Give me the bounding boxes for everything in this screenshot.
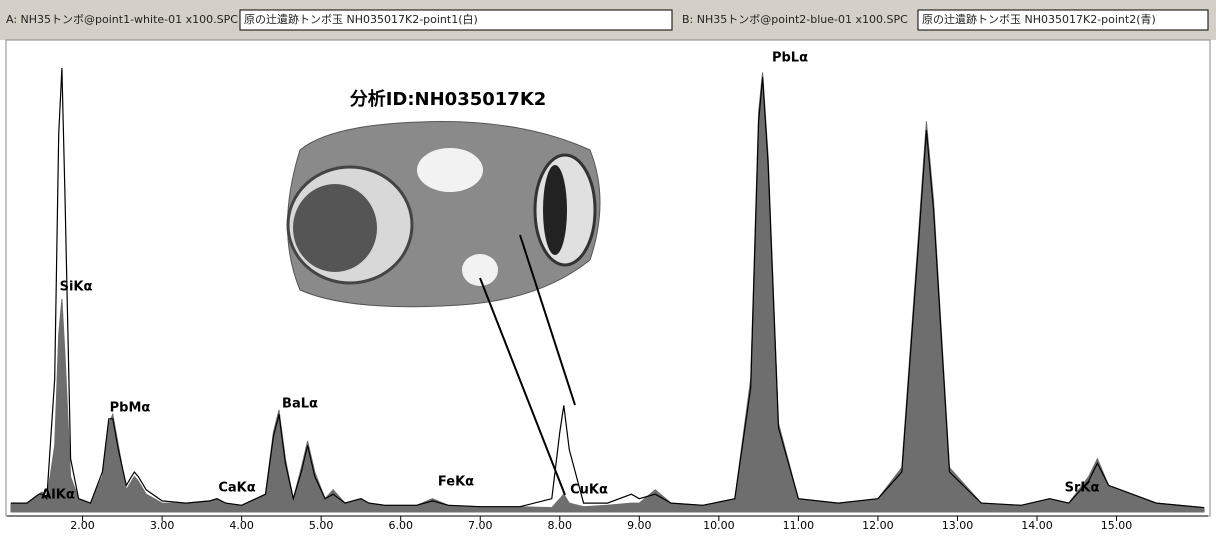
sample-name: 原の辻遺跡トンボ玉 NH035017K2-point1(白) [244, 12, 478, 26]
x-tick-label: 15.00 [1101, 519, 1133, 532]
x-tick-label: 9.00 [627, 519, 652, 532]
chart-title: 分析ID:NH035017K2 [350, 88, 547, 110]
x-tick-label: 4.00 [229, 519, 254, 532]
chart: A: NH35トンボ@point1-white-01 x100.SPC 原の辻遺… [0, 0, 1216, 532]
x-tick-label: 5.00 [309, 519, 334, 532]
x-tick-label: 13.00 [942, 519, 974, 532]
peak-label: FeKα [438, 475, 474, 490]
peak-label: BaLα [282, 397, 318, 412]
x-tick-label: 11.00 [783, 519, 815, 532]
peak-label: PbMα [110, 401, 151, 416]
series-name: B: NH35トンボ@point2-blue-01 x100.SPC [682, 13, 908, 26]
peak-label: PbLα [772, 51, 808, 66]
sample-name: 原の辻遺跡トンボ玉 NH035017K2-point2(青) [922, 12, 1156, 26]
peak-label: SiKα [60, 280, 93, 295]
x-tick-label: 12.00 [862, 519, 894, 532]
x-tick-label: 14.00 [1021, 519, 1053, 532]
x-tick-label: 10.00 [703, 519, 735, 532]
peak-label: CaKα [218, 481, 255, 496]
peak-label: CuKα [570, 483, 608, 498]
x-tick-label: 7.00 [468, 519, 493, 532]
peak-label: SrKα [1065, 481, 1100, 496]
x-tick-label: 6.00 [388, 519, 413, 532]
x-tick-label: 8.00 [548, 519, 573, 532]
plot-area [6, 40, 1210, 516]
series-name: A: NH35トンボ@point1-white-01 x100.SPC [6, 13, 238, 26]
peak-label: AlKα [41, 488, 75, 503]
x-tick-label: 2.00 [70, 519, 95, 532]
x-tick-label: 3.00 [150, 519, 175, 532]
